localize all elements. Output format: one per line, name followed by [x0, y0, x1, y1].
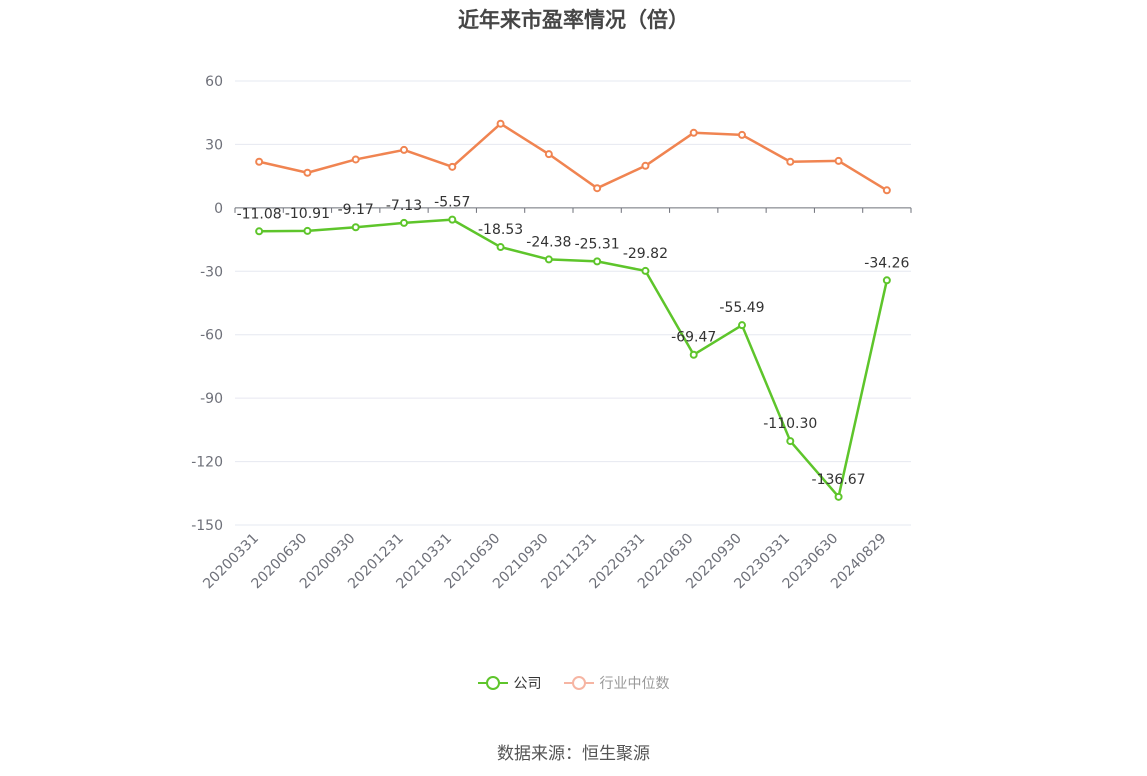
company-point — [882, 276, 891, 285]
company-point — [786, 437, 795, 446]
industry-point — [834, 156, 843, 165]
y-tick-label: 30 — [205, 137, 223, 153]
industry-point — [689, 128, 698, 137]
series-lines — [255, 119, 891, 501]
company-data-label: -34.26 — [864, 255, 909, 271]
x-axis: 2020033120200630202009302020123120210331… — [200, 207, 912, 592]
legend-company-label: 公司 — [513, 676, 542, 692]
company-point — [303, 226, 312, 235]
company-data-label: -25.31 — [575, 236, 620, 252]
y-tick-label: -150 — [191, 518, 223, 534]
legend-item-industry[interactable]: 行业中位数 — [563, 673, 670, 693]
chart-plot: 60 30 0 -30 -60 -90 -120 -150 20200331202006302… — [191, 74, 912, 592]
data-source: 数据来源：恒生聚源 — [497, 744, 650, 764]
industry-point — [448, 162, 457, 171]
company-point — [593, 257, 602, 266]
company-point — [641, 266, 650, 275]
legend-item-company[interactable]: 公司 — [477, 673, 542, 693]
company-point — [400, 218, 408, 227]
company-line — [259, 218, 889, 499]
y-tick-label: -120 — [191, 455, 223, 471]
company-point — [834, 492, 843, 501]
chart-title: 近年来市盈率情况（倍） — [458, 8, 689, 32]
industry-point — [303, 168, 312, 177]
y-tick-label: 0 — [214, 201, 223, 217]
company-point — [544, 255, 553, 264]
industry-point — [882, 186, 891, 195]
industry-point — [496, 119, 505, 128]
industry-point — [786, 157, 795, 166]
y-tick-label: -30 — [200, 264, 223, 280]
y-tick-label: -60 — [200, 328, 223, 344]
y-axis: 60 30 0 -30 -60 -90 -120 -150 — [191, 74, 223, 534]
industry-point — [544, 150, 553, 159]
company-data-label: -9.17 — [338, 202, 374, 218]
industry-point — [738, 130, 746, 139]
industry-point — [593, 184, 602, 193]
legend-industry-icon — [563, 675, 594, 691]
industry-point — [351, 155, 360, 164]
industry-point — [641, 161, 650, 170]
company-data-label: -69.47 — [671, 330, 716, 346]
data-labels: -11.08 -10.91 -9.17 -7.13 -5.57-18.53-24.38-… — [237, 195, 910, 488]
company-point — [351, 223, 360, 232]
company-point — [689, 350, 698, 359]
y-tick-label: -90 — [200, 391, 223, 407]
industry-point — [400, 145, 408, 154]
company-data-label: -18.53 — [478, 222, 523, 238]
company-data-label: -55.49 — [719, 300, 764, 316]
legend-industry-label: 行业中位数 — [599, 676, 670, 692]
company-data-label: -11.08 — [237, 206, 282, 222]
legend-company-icon — [477, 675, 508, 691]
company-data-label: -10.91 — [285, 206, 330, 222]
company-data-label: -136.67 — [812, 472, 866, 488]
industry-point — [255, 157, 264, 166]
company-data-label: -110.30 — [763, 416, 817, 432]
legend: 公司 行业中位数 — [0, 673, 1147, 693]
company-point — [738, 321, 746, 330]
company-point — [255, 227, 264, 236]
company-data-label: -5.57 — [434, 195, 470, 211]
y-tick-label: 60 — [205, 74, 223, 90]
grid-lines — [235, 80, 911, 526]
company-data-label: -7.13 — [386, 198, 422, 214]
company-point — [496, 243, 505, 252]
company-data-label: -24.38 — [526, 234, 571, 250]
company-point — [448, 215, 457, 224]
company-data-label: -29.82 — [623, 246, 668, 262]
industry-line — [258, 122, 888, 192]
